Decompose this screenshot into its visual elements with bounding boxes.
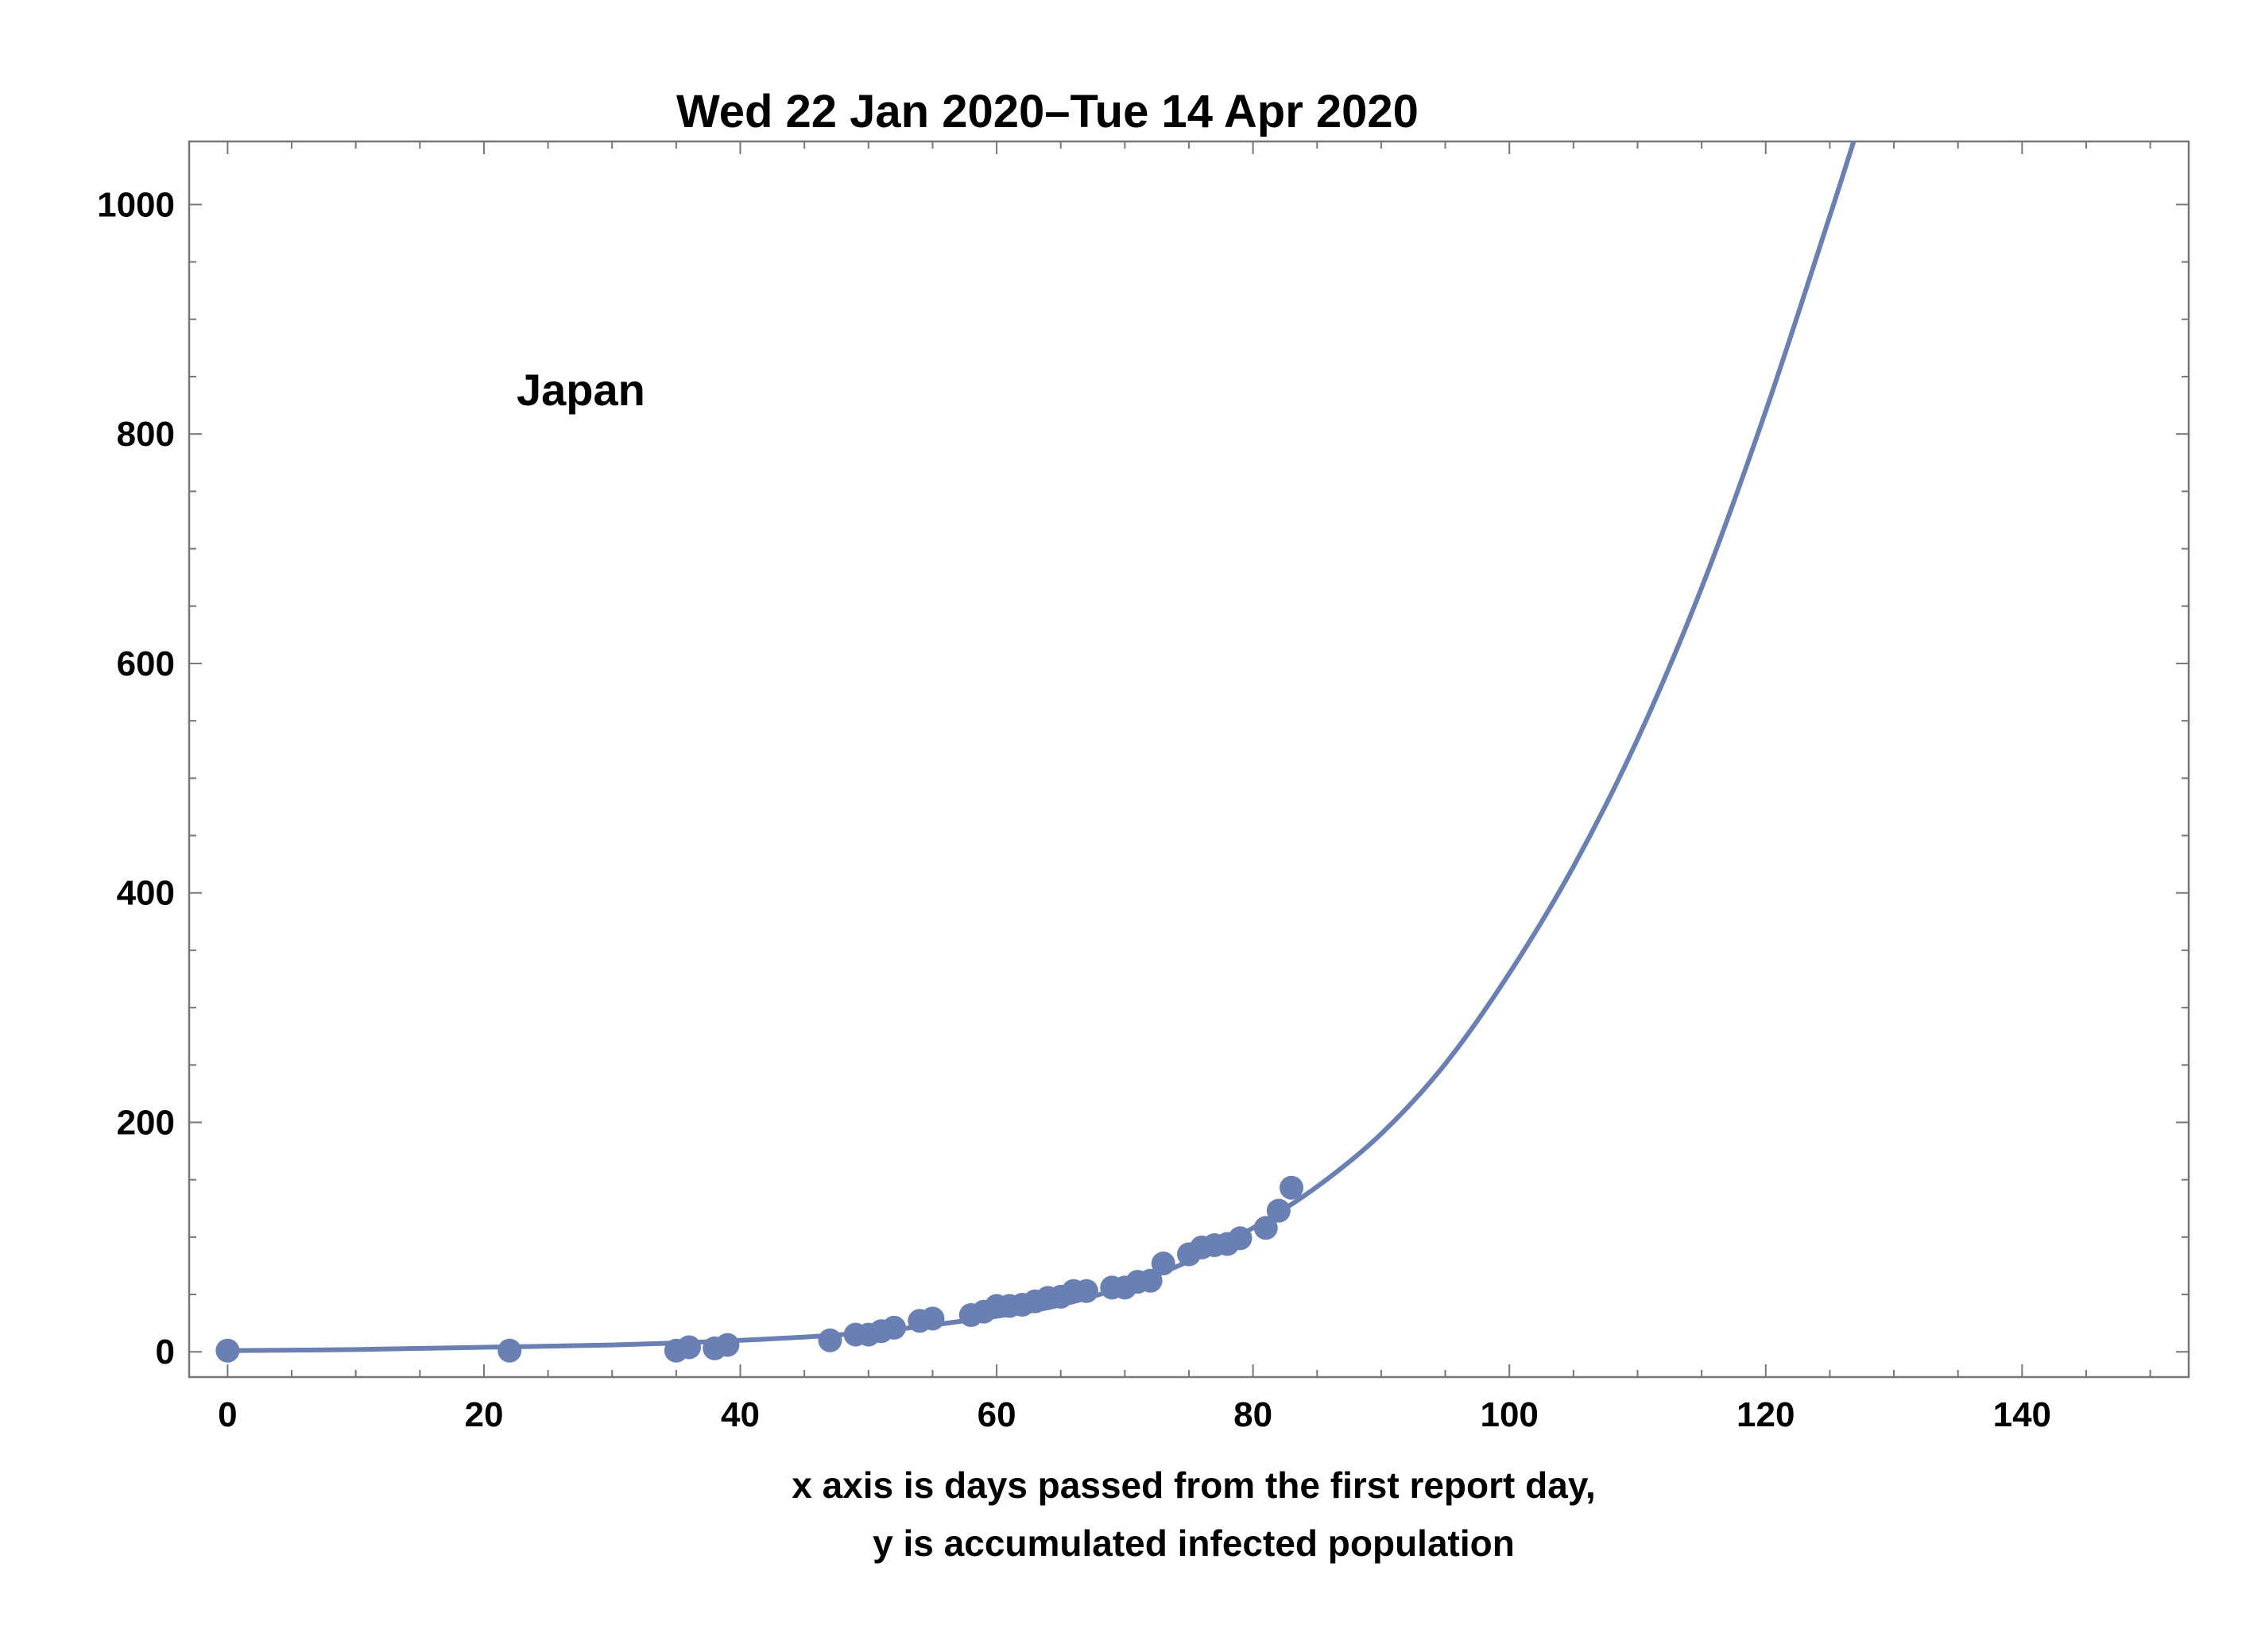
x-tick-label: 80: [1233, 1395, 1272, 1434]
fit-curve-layer: [227, 141, 1857, 1353]
y-tick-label: 600: [117, 644, 175, 683]
y-tick-label: 0: [156, 1333, 175, 1372]
y-tick-label: 200: [117, 1103, 175, 1142]
data-point: [1280, 1175, 1304, 1200]
data-point: [1138, 1268, 1163, 1293]
x-tick-label: 20: [464, 1395, 503, 1434]
chart-title: Wed 22 Jan 2020–Tue 14 Apr 2020: [676, 86, 1419, 137]
axis-caption-line-1: x axis is days passed from the first rep…: [792, 1464, 1596, 1506]
data-points-layer: [215, 1175, 1304, 1363]
data-point: [715, 1333, 740, 1357]
y-tick-label: 800: [117, 415, 175, 454]
axis-caption-line-2: y is accumulated infected population: [873, 1522, 1515, 1564]
y-tick-label: 1000: [97, 185, 175, 224]
x-tick-label: 140: [1993, 1395, 2051, 1434]
y-tick-label: 400: [117, 874, 175, 913]
country-annotation: Japan: [517, 365, 645, 415]
data-point: [1253, 1216, 1278, 1240]
data-point: [1266, 1198, 1291, 1223]
tick-labels: 0 20 40 60 80 100 120 140 0 200 400 600 800 1000: [97, 185, 2051, 1434]
x-tick-label: 60: [978, 1395, 1016, 1434]
data-point: [1151, 1252, 1175, 1276]
x-tick-label: 40: [721, 1395, 760, 1434]
data-point: [1228, 1226, 1253, 1251]
x-tick-label: 0: [218, 1395, 237, 1434]
data-point: [677, 1335, 701, 1360]
data-point: [498, 1338, 522, 1363]
x-tick-label: 100: [1480, 1395, 1538, 1434]
data-point: [215, 1338, 240, 1363]
data-point: [1074, 1279, 1098, 1303]
x-tick-label: 120: [1736, 1395, 1795, 1434]
axis-ticks: [189, 141, 2189, 1377]
data-point: [882, 1315, 907, 1340]
data-point: [920, 1306, 945, 1331]
data-point: [818, 1328, 842, 1352]
plot-frame: [188, 140, 2190, 1379]
fit-curve: [227, 141, 1857, 1353]
